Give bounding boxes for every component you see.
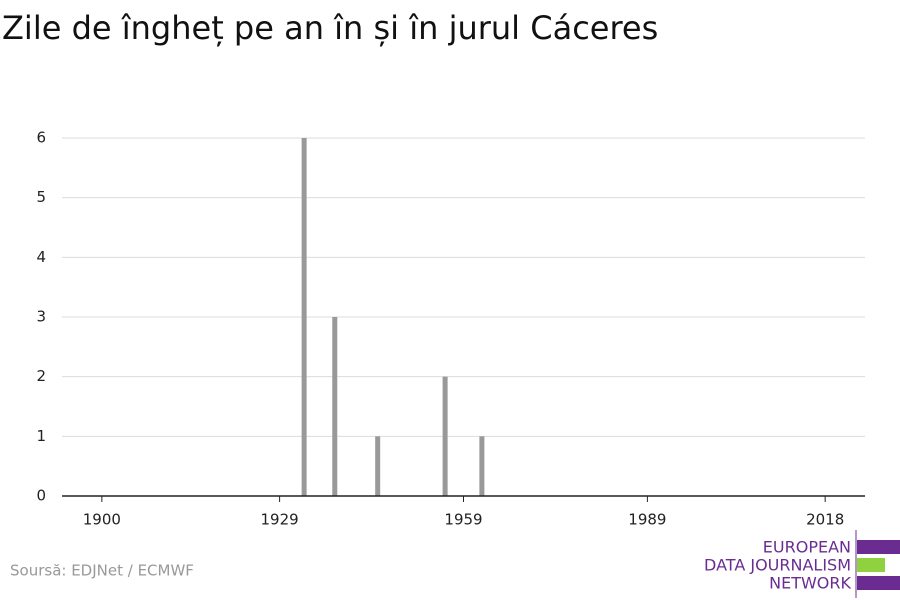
logo-text: DATA JOURNALISM [704, 556, 851, 575]
y-tick-label: 4 [36, 248, 46, 266]
logo-bar [857, 540, 900, 554]
y-tick-label: 0 [36, 487, 46, 505]
y-tick-label: 1 [36, 427, 46, 445]
logo-text: NETWORK [769, 574, 851, 593]
y-tick-label: 5 [36, 188, 46, 206]
logo-bar [857, 558, 885, 572]
bar [301, 138, 307, 496]
x-tick-label: 1929 [261, 511, 299, 529]
y-tick-label: 6 [36, 129, 46, 147]
x-tick-label: 1959 [444, 511, 482, 529]
bar [479, 436, 485, 496]
logo-text: EUROPEAN [763, 538, 851, 557]
chart-title: Zile de îngheț pe an în și în jurul Cáce… [2, 9, 658, 47]
logo-bar [857, 576, 900, 590]
x-tick-label: 1989 [628, 511, 666, 529]
x-tick-label: 1900 [83, 511, 121, 529]
bar [442, 376, 448, 496]
source: Soursă: EDJNet / ECMWF [10, 562, 194, 580]
logo: EUROPEAN DATA JOURNALISM NETWORK [704, 530, 900, 598]
bar [375, 436, 381, 496]
x-tick-label: 2018 [806, 511, 844, 529]
y-tick-label: 3 [36, 308, 46, 326]
bar [332, 317, 338, 496]
y-tick-label: 2 [36, 367, 46, 385]
